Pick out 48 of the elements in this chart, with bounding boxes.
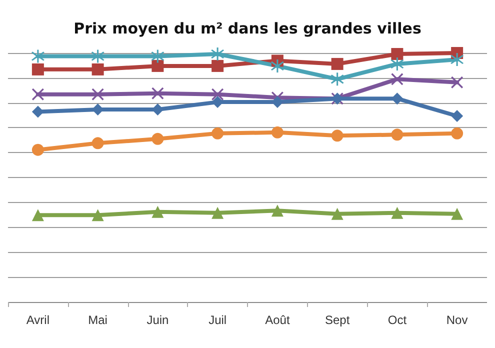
- point: [32, 63, 44, 76]
- x-tick-label: Avril: [26, 313, 50, 327]
- point: [451, 110, 464, 122]
- point: [391, 73, 404, 86]
- point: [212, 206, 224, 219]
- point: [451, 127, 464, 140]
- point: [212, 127, 224, 140]
- x-tick-label: Mai: [88, 313, 108, 327]
- point: [152, 206, 164, 218]
- x-tick-label: Août: [265, 313, 290, 327]
- x-tick-label: Nov: [446, 313, 468, 327]
- point: [152, 132, 164, 145]
- x-tick-label: Juin: [146, 313, 169, 327]
- point: [212, 88, 224, 100]
- point: [211, 47, 224, 60]
- point: [271, 96, 284, 108]
- point: [390, 57, 404, 70]
- point: [270, 59, 284, 72]
- point: [330, 72, 344, 86]
- point: [32, 144, 44, 156]
- point: [331, 130, 344, 142]
- x-tick-label: Juil: [208, 313, 227, 327]
- point: [451, 208, 464, 220]
- point: [391, 128, 404, 141]
- point: [31, 50, 44, 63]
- point: [91, 50, 104, 63]
- point: [151, 50, 164, 63]
- point: [32, 88, 44, 100]
- point: [391, 206, 404, 219]
- x-tick-label: Sept: [324, 313, 350, 327]
- x-tick-label: Oct: [388, 313, 408, 327]
- point: [92, 63, 104, 76]
- point: [391, 48, 404, 60]
- point: [32, 106, 44, 118]
- point: [331, 208, 344, 220]
- point: [212, 60, 224, 72]
- point: [92, 88, 104, 100]
- point: [92, 209, 104, 222]
- point: [271, 204, 284, 217]
- point: [450, 52, 464, 66]
- chart-title: Prix moyen du m² dans les grandes villes: [74, 20, 422, 38]
- point: [92, 137, 104, 150]
- point: [152, 87, 164, 100]
- point: [451, 76, 464, 88]
- point: [152, 60, 164, 72]
- point: [331, 58, 344, 70]
- point: [271, 126, 284, 138]
- point: [32, 209, 44, 222]
